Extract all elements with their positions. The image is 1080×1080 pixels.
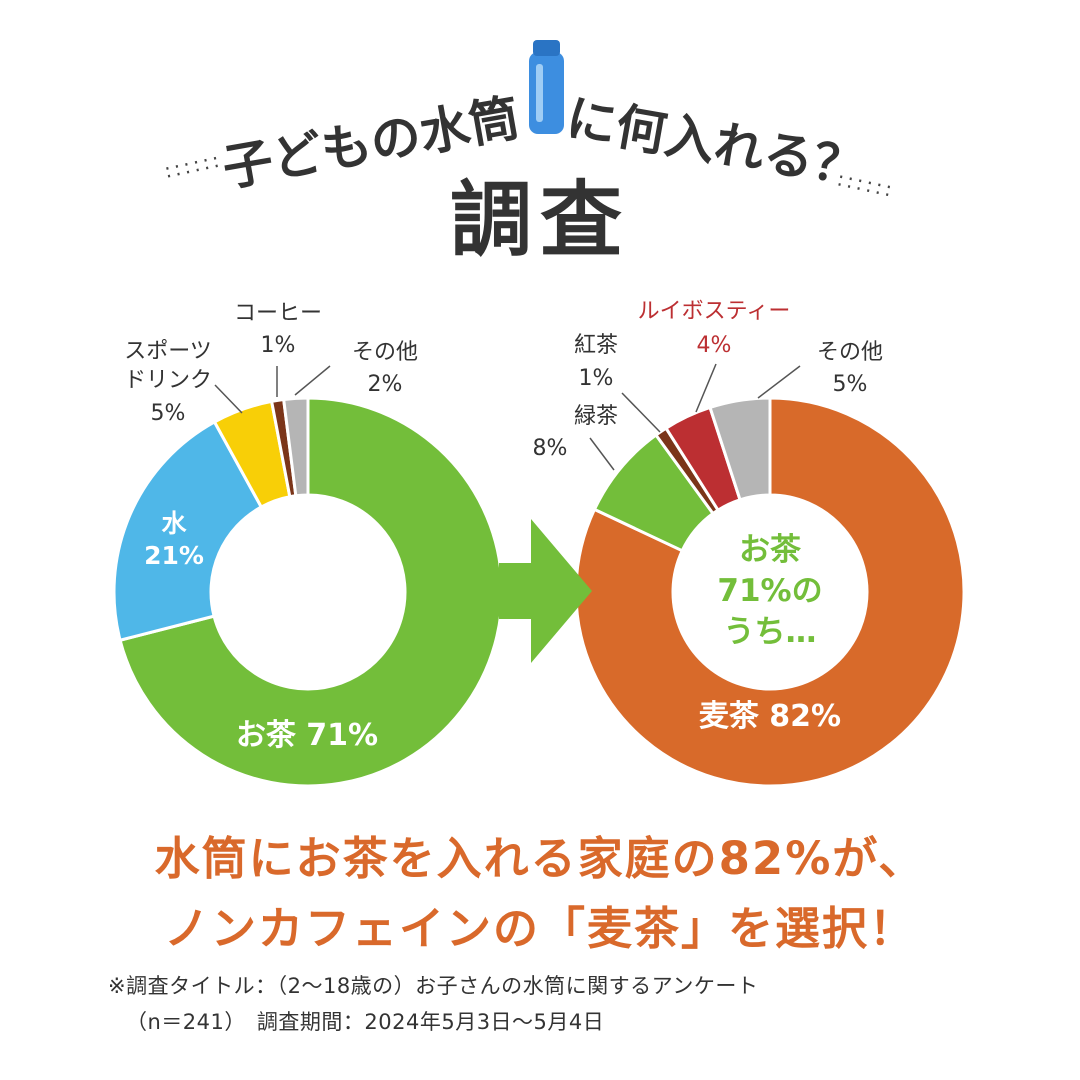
label-sports-line1: スポーツ xyxy=(124,339,212,364)
slice-water xyxy=(112,420,263,642)
headline-line1: 水筒にお茶を入れる家庭の82%が、 xyxy=(154,832,926,885)
chart-2-center-line1: お茶 xyxy=(739,532,802,568)
leader-line-kocha xyxy=(621,392,661,433)
title-line2: 調査 xyxy=(450,173,630,268)
survey-note-line1: ※調査タイトル：（2〜18歳の）お子さんの水筒に関するアンケート xyxy=(108,974,759,998)
charts-area: お茶 71% 水 21% スポーツ ドリンク 5% コーヒー 1% その他 2%… xyxy=(112,299,966,788)
label-coffee-pct: 1% xyxy=(261,333,296,358)
label-kocha-name: 紅茶 xyxy=(574,333,618,358)
chart-2-center-line2: 71%の xyxy=(717,573,822,609)
label-ryokucha-name: 緑茶 xyxy=(574,404,618,429)
label-mugicha: 麦茶 82% xyxy=(699,699,841,734)
chart-2-center-line3: うち… xyxy=(724,614,817,650)
label-kocha-pct: 1% xyxy=(579,366,614,391)
label-other-1-pct: 2% xyxy=(368,372,403,397)
label-other-2-pct: 5% xyxy=(833,372,868,397)
slice-ocha xyxy=(118,396,504,788)
survey-note-line2: （n＝241） 調査期間：2024年5月3日〜5月4日 xyxy=(126,1010,605,1034)
headline-line2: ノンカフェインの「麦茶」を選択！ xyxy=(163,902,916,955)
slice-other xyxy=(708,396,772,502)
label-coffee-name: コーヒー xyxy=(234,301,322,326)
slice-other xyxy=(282,396,310,498)
chart-1-donut xyxy=(112,396,504,788)
label-ocha: お茶 71% xyxy=(236,718,378,753)
arrow-right-icon xyxy=(499,519,592,663)
label-rooibos-pct: 4% xyxy=(697,333,732,358)
leader-line-ryokucha xyxy=(589,437,615,471)
title-area: :::::: :::::: 子どもの水筒 に何入れる？ 調査 xyxy=(162,40,897,268)
leader-line-rooibos xyxy=(695,363,717,413)
leader-line-sports xyxy=(214,384,243,414)
chart-2-donut xyxy=(574,396,966,788)
label-sports-line2: ドリンク xyxy=(124,368,212,393)
label-sports-pct: 5% xyxy=(151,401,186,426)
label-other-1-name: その他 xyxy=(352,340,418,365)
label-ryokucha-pct: 8% xyxy=(533,436,568,461)
label-rooibos-name: ルイボスティー xyxy=(638,299,791,324)
water-bottle-icon xyxy=(529,40,564,134)
label-water-name: 水 xyxy=(161,509,187,538)
label-water-pct: 21% xyxy=(144,541,204,570)
leader-line-other-1 xyxy=(294,365,331,396)
leader-line-other-2 xyxy=(757,365,801,399)
label-other-2-name: その他 xyxy=(817,340,883,365)
slice-mugicha xyxy=(574,396,966,788)
